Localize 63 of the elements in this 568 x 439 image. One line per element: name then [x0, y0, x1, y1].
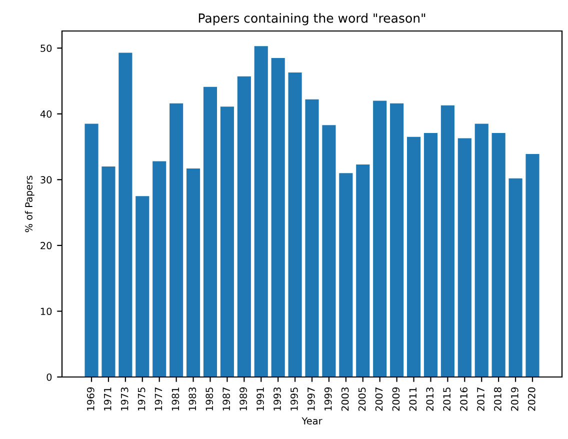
bar	[458, 138, 472, 377]
x-tick-label: 2019	[510, 387, 518, 411]
bar	[526, 154, 540, 377]
x-tick-label: 1983	[188, 388, 196, 410]
bar	[118, 52, 132, 377]
bar	[305, 99, 319, 377]
x-axis-title: Year	[302, 417, 322, 425]
x-tick-label: 2007	[375, 388, 383, 411]
y-tick-label: 50	[40, 44, 52, 52]
x-tick-label: 1991	[256, 388, 264, 410]
bar	[84, 124, 98, 377]
chart-title: Papers containing the word "reason"	[198, 13, 426, 26]
x-tick-label: 1989	[240, 387, 247, 410]
y-tick-label: 10	[40, 308, 52, 316]
bar	[102, 166, 116, 377]
x-tick-label: 1995	[290, 388, 298, 410]
bar	[339, 173, 353, 377]
x-tick-label: 2015	[443, 388, 451, 411]
bar	[186, 168, 200, 377]
x-tick-label: 1971	[104, 388, 112, 410]
x-tick-label: 1981	[172, 388, 180, 410]
x-tick-label: 2009	[392, 387, 400, 411]
x-tick-label: 1973	[120, 388, 128, 410]
bar	[424, 132, 438, 377]
x-tick-label: 1985	[206, 388, 214, 410]
bar	[288, 72, 302, 377]
x-tick-label: 2011	[409, 388, 417, 411]
bar	[373, 100, 387, 377]
y-tick-label: 30	[40, 176, 52, 184]
bar	[271, 58, 285, 377]
x-tick-label: 2016	[460, 387, 468, 411]
bar	[237, 76, 251, 377]
x-tick-label: 1997	[307, 388, 315, 410]
x-tick-label: 2020	[528, 387, 536, 411]
bar	[322, 125, 336, 377]
x-tick-label: 1977	[154, 388, 162, 410]
bar	[220, 106, 234, 377]
bar	[203, 86, 218, 377]
y-tick-label: 0	[46, 373, 52, 381]
x-tick-label: 2018	[494, 387, 502, 411]
x-tick-label: 2013	[426, 388, 434, 411]
bar	[136, 196, 150, 377]
bar	[440, 105, 454, 377]
bar	[390, 103, 404, 377]
bar	[492, 132, 506, 377]
y-tick-label: 20	[40, 242, 52, 250]
y-axis-title: % of Papers	[24, 176, 34, 232]
x-tick-label: 2005	[358, 388, 366, 411]
x-tick-label: 2003	[341, 388, 349, 411]
bar	[356, 164, 370, 377]
x-tick-label: 2017	[477, 388, 484, 411]
bar	[152, 161, 166, 377]
bar	[170, 103, 184, 377]
bar	[508, 178, 522, 377]
x-tick-label: 1993	[274, 388, 281, 410]
x-tick-label: 1975	[138, 388, 146, 410]
bar	[406, 136, 421, 377]
x-tick-label: 1969	[86, 387, 94, 410]
bar	[474, 124, 488, 377]
y-tick-label: 40	[40, 110, 52, 118]
x-tick-label: 1999	[324, 387, 332, 410]
x-tick-label: 1987	[222, 388, 230, 410]
bar	[254, 46, 268, 377]
